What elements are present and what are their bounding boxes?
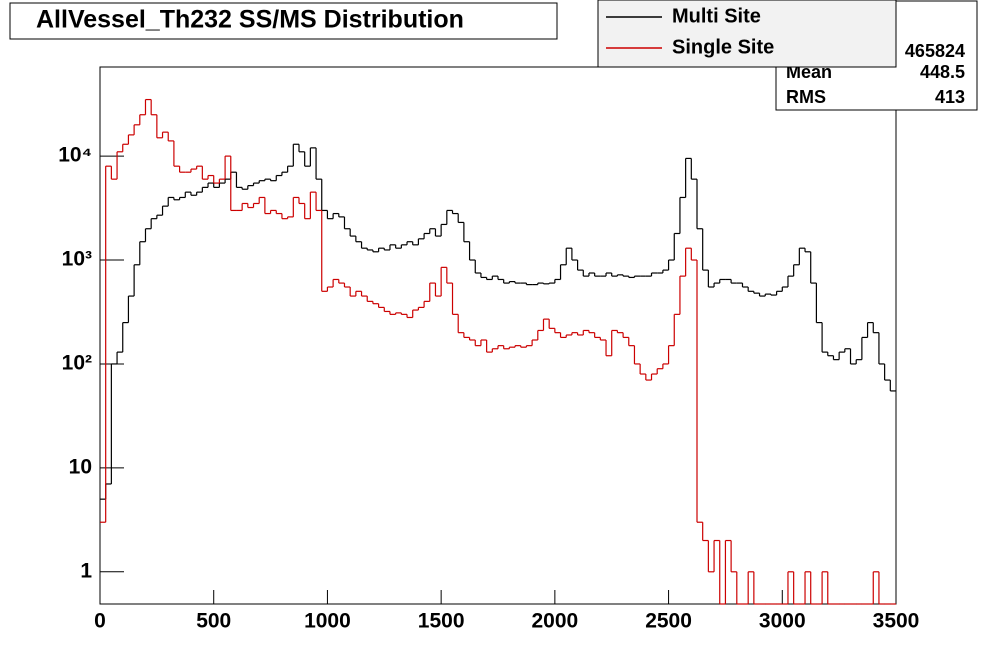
y-tick-label: 10³ (62, 248, 92, 271)
plot-area: 0 500 1000 1500 2000 2500 3000 3500 1 10 10² 10³ 10⁴ (58, 98, 920, 633)
title-box (9, 2, 558, 40)
x-tick-label: 2000 (531, 610, 578, 633)
y-tick-label: 10² (62, 351, 92, 374)
x-tick-label: 3500 (873, 610, 920, 633)
chart-title: AllVessel_Th232 SS/MS Distribution (36, 6, 464, 34)
stats-rms-label: RMS (786, 87, 826, 107)
x-tick-label: 500 (196, 610, 231, 633)
x-tick-label: 2500 (645, 610, 692, 633)
legend-box (597, 0, 897, 68)
y-tick-label: 1 (80, 559, 92, 582)
y-tick-label: 10⁴ (58, 144, 92, 167)
legend-label: Multi Site (672, 5, 761, 27)
legend-label: Single Site (672, 36, 774, 58)
stats-rms: 413 (935, 87, 965, 107)
legend: Multi Site Single Site (606, 5, 774, 58)
x-tick-label: 3000 (759, 610, 806, 633)
x-tick-label: 1000 (304, 610, 351, 633)
y-tick-label: 10 (69, 455, 92, 478)
x-tick-label: 1500 (418, 610, 465, 633)
plot-frame (99, 66, 897, 605)
stats-mean: 448.5 (920, 62, 965, 82)
x-tick-label: 0 (94, 610, 106, 633)
stats-entries: 465824 (905, 41, 965, 61)
